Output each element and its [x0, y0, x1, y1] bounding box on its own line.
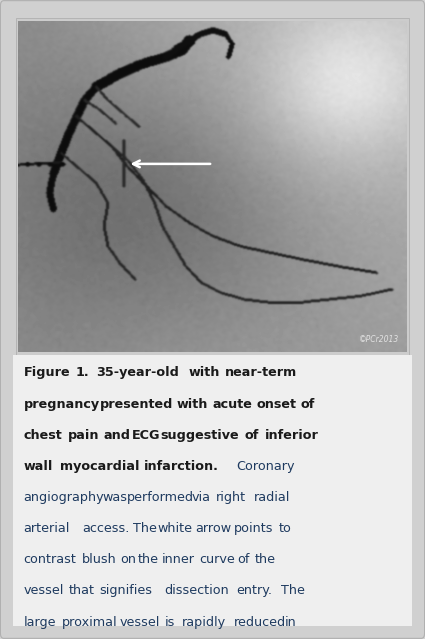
Text: curve: curve	[200, 553, 235, 566]
Bar	[16, 18, 409, 355]
Text: contrast: contrast	[24, 553, 76, 566]
Text: with: with	[176, 397, 208, 410]
Text: vessel: vessel	[24, 585, 64, 597]
Text: the: the	[137, 553, 159, 566]
Text: access.: access.	[82, 522, 129, 535]
Text: was: was	[102, 491, 128, 504]
Text: blush: blush	[82, 553, 117, 566]
Text: The: The	[133, 522, 157, 535]
Text: near-term: near-term	[224, 366, 297, 380]
Text: arterial: arterial	[24, 522, 70, 535]
Text: arrow: arrow	[196, 522, 232, 535]
Text: Coronary: Coronary	[237, 460, 295, 473]
Text: the: the	[255, 553, 276, 566]
Text: ECG: ECG	[132, 429, 161, 442]
Text: proximal: proximal	[62, 615, 117, 629]
Text: dissection: dissection	[164, 585, 230, 597]
Text: right: right	[216, 491, 246, 504]
Text: angiography: angiography	[24, 491, 104, 504]
Text: The: The	[281, 585, 305, 597]
Text: rapidly: rapidly	[182, 615, 226, 629]
Text: presented: presented	[100, 397, 173, 410]
Text: in: in	[285, 615, 297, 629]
Text: is: is	[164, 615, 175, 629]
Text: acute: acute	[212, 397, 252, 410]
Bar	[13, 355, 412, 626]
Text: of: of	[301, 397, 315, 410]
Text: white: white	[158, 522, 193, 535]
Text: to: to	[278, 522, 291, 535]
Text: pregnancy: pregnancy	[24, 397, 100, 410]
Text: performed: performed	[127, 491, 194, 504]
Text: of: of	[238, 553, 250, 566]
Text: onset: onset	[257, 397, 297, 410]
Text: and: and	[104, 429, 131, 442]
Text: points: points	[234, 522, 273, 535]
Text: inferior: inferior	[264, 429, 318, 442]
Text: on: on	[120, 553, 136, 566]
Text: entry.: entry.	[237, 585, 272, 597]
Text: vessel: vessel	[120, 615, 160, 629]
Text: infarction.: infarction.	[144, 460, 219, 473]
Text: wall: wall	[24, 460, 53, 473]
Text: Figure: Figure	[24, 366, 70, 380]
Text: signifies: signifies	[99, 585, 153, 597]
Text: radial: radial	[254, 491, 290, 504]
Text: 35-year-old: 35-year-old	[96, 366, 179, 380]
Text: of: of	[244, 429, 259, 442]
Text: with: with	[188, 366, 220, 380]
Text: reduced: reduced	[234, 615, 286, 629]
Text: large: large	[24, 615, 56, 629]
Text: inner: inner	[162, 553, 195, 566]
Text: 1.: 1.	[76, 366, 90, 380]
Text: chest: chest	[24, 429, 62, 442]
Text: that: that	[68, 585, 94, 597]
Text: pain: pain	[68, 429, 99, 442]
Text: myocardial: myocardial	[60, 460, 139, 473]
Text: suggestive: suggestive	[160, 429, 239, 442]
Text: via: via	[192, 491, 211, 504]
Text: ©PCr2013: ©PCr2013	[359, 335, 399, 344]
FancyArrowPatch shape	[133, 160, 210, 167]
